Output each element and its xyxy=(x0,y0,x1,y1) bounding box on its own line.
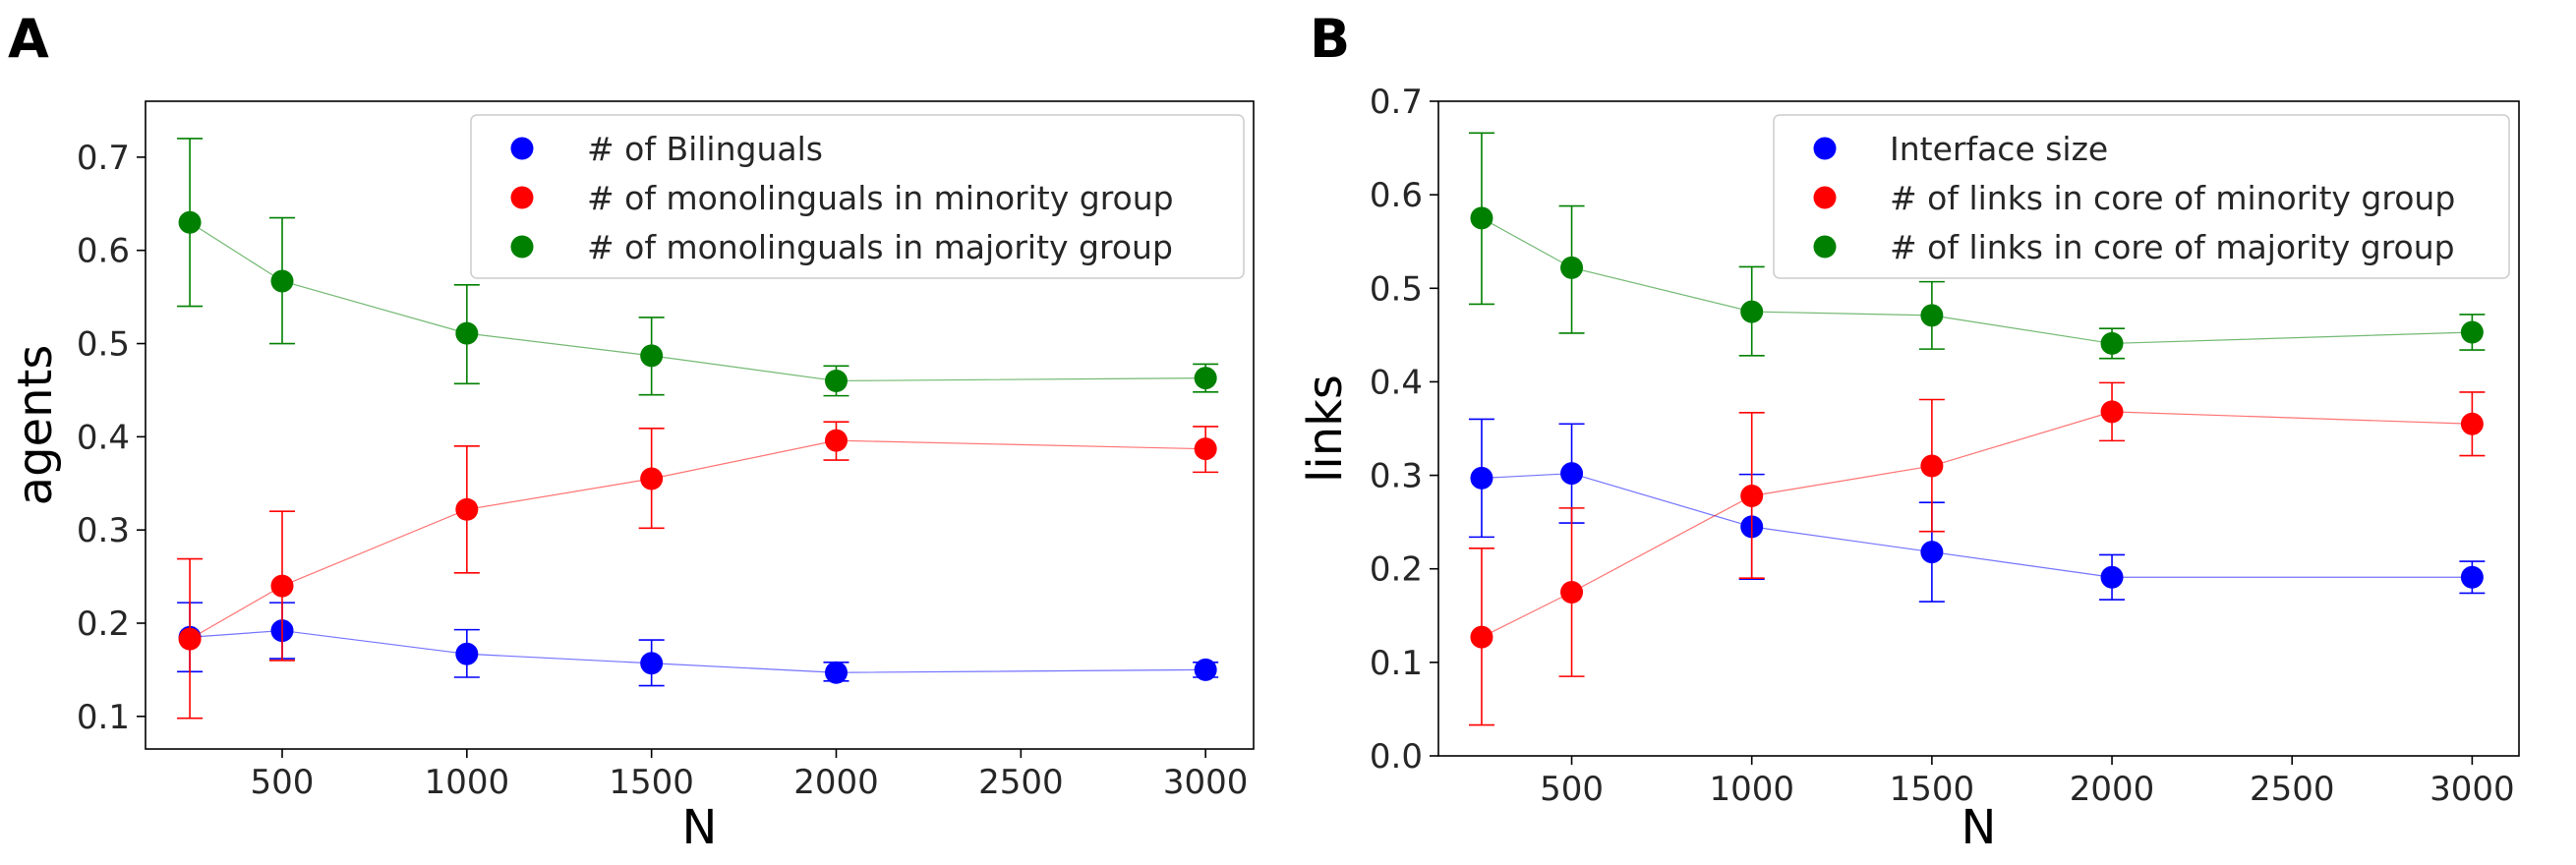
legend-entry: # of links in core of minority group xyxy=(1890,179,2455,217)
data-point xyxy=(1194,437,1217,461)
y-tick-label: 0.3 xyxy=(77,511,130,550)
series-1 xyxy=(1468,381,2486,726)
legend-marker xyxy=(510,137,534,160)
data-point xyxy=(824,661,848,684)
data-point xyxy=(640,652,664,675)
y-tick-label: 0.6 xyxy=(77,232,130,271)
plot-frame xyxy=(1437,100,2520,757)
legend-marker xyxy=(1813,235,1837,259)
legend-entry: # of monolinguals in majority group xyxy=(587,228,1173,266)
series-line xyxy=(1481,411,2473,638)
legend-a: # of Bilinguals # of monolinguals in mino… xyxy=(470,114,1245,279)
data-point xyxy=(455,642,479,665)
y-tick-label: 0.2 xyxy=(77,605,130,644)
data-point xyxy=(270,574,294,598)
data-point xyxy=(1920,304,1944,327)
data-point xyxy=(2100,331,2124,355)
x-tick-label: 1500 xyxy=(1890,770,1975,809)
y-tick-label: 0.7 xyxy=(77,139,130,178)
y-tick-label: 0.4 xyxy=(77,418,130,457)
data-point xyxy=(824,429,848,452)
x-axis-label: N xyxy=(1961,800,1997,855)
data-point xyxy=(1470,206,1493,230)
data-point xyxy=(1560,581,1584,604)
data-point xyxy=(1920,454,1944,478)
data-point xyxy=(1920,541,1944,564)
data-point xyxy=(2100,400,2124,424)
x-tick-label: 2000 xyxy=(2070,770,2155,809)
legend-b: Interface size # of links in core of mino… xyxy=(1773,114,2510,279)
data-point xyxy=(270,269,294,293)
data-point xyxy=(1194,367,1217,390)
y-tick-label: 0.0 xyxy=(1370,737,1423,777)
y-tick-label: 0.1 xyxy=(77,698,130,737)
data-point xyxy=(2460,565,2484,589)
data-point xyxy=(1194,658,1217,681)
series-line xyxy=(189,221,1206,382)
data-point xyxy=(1560,256,1584,279)
chart-panel-a: 500 1000 1500 2000 2500 3000 0.1 0.2 0.3 0.4 0.5 0.… xyxy=(8,100,1255,855)
y-tick-label: 0.5 xyxy=(77,325,130,365)
series-2 xyxy=(177,138,1219,397)
legend-marker xyxy=(1813,137,1837,160)
legend-entry: # of Bilinguals xyxy=(587,130,823,168)
y-axis-label: agents xyxy=(8,345,63,506)
x-tick-label: 2000 xyxy=(793,763,879,802)
y-tick-label: 0.7 xyxy=(1370,83,1423,122)
x-tick-label: 2500 xyxy=(2250,770,2335,809)
x-tick-label: 500 xyxy=(1540,770,1604,809)
data-point xyxy=(178,210,202,234)
data-point xyxy=(640,467,664,490)
x-tick-label: 1000 xyxy=(1709,770,1794,809)
y-tick-label: 0.6 xyxy=(1370,176,1423,215)
data-point xyxy=(640,344,664,368)
legend-entry: # of monolinguals in minority group xyxy=(587,179,1174,217)
x-tick-label: 1500 xyxy=(609,763,694,802)
series-line xyxy=(189,439,1206,640)
x-tick-label: 3000 xyxy=(1163,763,1249,802)
x-tick-label: 1000 xyxy=(425,763,510,802)
series-2 xyxy=(1468,132,2486,360)
x-tick-label: 2500 xyxy=(978,763,1064,802)
y-tick-label: 0.3 xyxy=(1370,457,1423,496)
y-tick-label: 0.1 xyxy=(1370,644,1423,683)
y-axis-label: links xyxy=(1298,375,1353,483)
legend-marker xyxy=(1813,186,1837,209)
data-point xyxy=(1740,485,1764,508)
data-point xyxy=(1470,625,1493,649)
x-tick-label: 3000 xyxy=(2430,770,2515,809)
data-point xyxy=(1470,466,1493,490)
series-line xyxy=(1481,473,2473,578)
data-point xyxy=(2460,412,2484,435)
panel-label-a: A xyxy=(8,8,49,70)
series-line xyxy=(190,629,1206,673)
legend-box xyxy=(470,114,1245,279)
series-0 xyxy=(177,602,1219,687)
y-tick-label: 0.2 xyxy=(1370,550,1423,590)
x-tick-label: 500 xyxy=(251,763,315,802)
y-tick-label: 0.4 xyxy=(1370,363,1423,402)
data-point xyxy=(178,627,202,651)
legend-marker xyxy=(510,186,534,209)
y-tick-label: 0.5 xyxy=(1370,269,1423,309)
data-point xyxy=(824,369,848,392)
series-1 xyxy=(177,421,1219,720)
chart-panel-b: 500 1000 1500 2000 2500 3000 0.0 0.1 0.2 0.3 0.4 0.… xyxy=(1298,83,2520,855)
series-line xyxy=(1481,217,2473,345)
data-point xyxy=(2100,565,2124,589)
legend-box xyxy=(1773,114,2510,279)
legend-entry: Interface size xyxy=(1890,130,2108,168)
x-axis-label: N xyxy=(682,800,718,855)
legend-marker xyxy=(510,235,534,259)
data-point xyxy=(455,497,479,521)
panel-label-b: B xyxy=(1310,8,1350,70)
data-point xyxy=(1560,462,1584,486)
data-point xyxy=(455,321,479,345)
plot-frame xyxy=(145,100,1255,750)
data-point xyxy=(1740,300,1764,323)
legend-entry: # of links in core of majority group xyxy=(1890,228,2455,266)
series-0 xyxy=(1468,418,2486,603)
data-point xyxy=(2460,320,2484,344)
